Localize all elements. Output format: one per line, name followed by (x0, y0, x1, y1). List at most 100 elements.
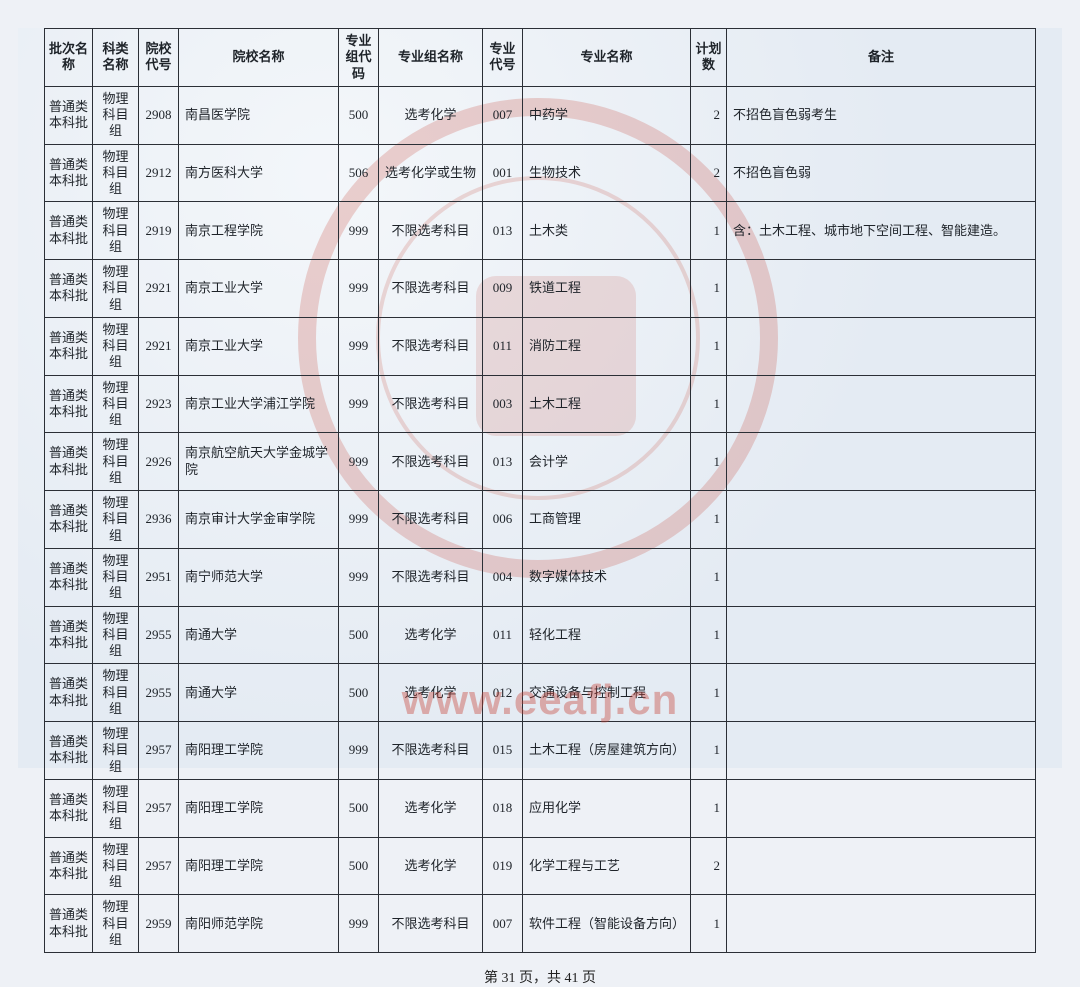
table-cell: 不限选考科目 (379, 202, 483, 260)
table-cell: 不限选考科目 (379, 548, 483, 606)
table-cell: 1 (691, 491, 727, 549)
table-cell: 1 (691, 260, 727, 318)
table-cell: 物理科目组 (93, 260, 139, 318)
table-row: 普通类本科批物理科目组2919南京工程学院999不限选考科目013土木类1含：土… (45, 202, 1036, 260)
table-cell: 不限选考科目 (379, 317, 483, 375)
col-groupname: 专业组名称 (379, 29, 483, 87)
table-cell: 2957 (139, 779, 179, 837)
table-cell: 铁道工程 (523, 260, 691, 318)
table-cell: 物理科目组 (93, 722, 139, 780)
table-cell: 物理科目组 (93, 202, 139, 260)
table-cell: 南通大学 (179, 664, 339, 722)
table-cell: 999 (339, 548, 379, 606)
table-cell: 2936 (139, 491, 179, 549)
table-cell (727, 664, 1036, 722)
table-cell: 选考化学 (379, 606, 483, 664)
table-cell: 普通类本科批 (45, 317, 93, 375)
table-cell: 南京工程学院 (179, 202, 339, 260)
table-cell: 500 (339, 664, 379, 722)
table-cell: 2921 (139, 317, 179, 375)
table-cell: 消防工程 (523, 317, 691, 375)
table-row: 普通类本科批物理科目组2955南通大学500选考化学011轻化工程1 (45, 606, 1036, 664)
table-cell: 不限选考科目 (379, 375, 483, 433)
table-row: 普通类本科批物理科目组2923南京工业大学浦江学院999不限选考科目003土木工… (45, 375, 1036, 433)
table-cell: 2908 (139, 86, 179, 144)
table-cell: 数字媒体技术 (523, 548, 691, 606)
table-cell: 轻化工程 (523, 606, 691, 664)
table-cell (727, 260, 1036, 318)
table-cell: 南阳理工学院 (179, 779, 339, 837)
table-cell: 普通类本科批 (45, 548, 93, 606)
table-cell: 2951 (139, 548, 179, 606)
table-cell: 选考化学 (379, 664, 483, 722)
table-cell: 物理科目组 (93, 144, 139, 202)
table-cell: 物理科目组 (93, 779, 139, 837)
table-cell: 普通类本科批 (45, 202, 93, 260)
table-cell: 普通类本科批 (45, 779, 93, 837)
table-cell: 物理科目组 (93, 895, 139, 953)
table-cell: 南昌医学院 (179, 86, 339, 144)
admissions-table: 批次名称 科类名称 院校代号 院校名称 专业组代码 专业组名称 专业代号 专业名… (44, 28, 1036, 953)
table-cell: 不限选考科目 (379, 895, 483, 953)
table-row: 普通类本科批物理科目组2955南通大学500选考化学012交通设备与控制工程1 (45, 664, 1036, 722)
table-cell: 南宁师范大学 (179, 548, 339, 606)
table-cell: 南京工业大学 (179, 317, 339, 375)
table-cell: 交通设备与控制工程 (523, 664, 691, 722)
table-cell: 999 (339, 433, 379, 491)
table-cell: 普通类本科批 (45, 144, 93, 202)
table-cell: 1 (691, 664, 727, 722)
table-cell: 999 (339, 895, 379, 953)
table-cell: 土木类 (523, 202, 691, 260)
table-cell: 001 (483, 144, 523, 202)
table-cell: 软件工程（智能设备方向） (523, 895, 691, 953)
table-cell: 物理科目组 (93, 837, 139, 895)
table-cell: 999 (339, 202, 379, 260)
table-cell: 2955 (139, 606, 179, 664)
table-cell: 普通类本科批 (45, 86, 93, 144)
table-cell: 普通类本科批 (45, 895, 93, 953)
table-cell: 南京工业大学浦江学院 (179, 375, 339, 433)
table-cell: 2923 (139, 375, 179, 433)
table-cell: 2955 (139, 664, 179, 722)
table-cell: 选考化学 (379, 86, 483, 144)
table-cell (727, 606, 1036, 664)
table-cell: 999 (339, 375, 379, 433)
table-cell: 999 (339, 317, 379, 375)
table-cell (727, 548, 1036, 606)
table-cell: 999 (339, 722, 379, 780)
table-cell: 选考化学 (379, 779, 483, 837)
table-cell (727, 433, 1036, 491)
table-row: 普通类本科批物理科目组2921南京工业大学999不限选考科目011消防工程1 (45, 317, 1036, 375)
table-cell: 1 (691, 548, 727, 606)
table-cell: 1 (691, 317, 727, 375)
table-cell: 500 (339, 779, 379, 837)
table-cell: 999 (339, 491, 379, 549)
table-row: 普通类本科批物理科目组2957南阳理工学院500选考化学018应用化学1 (45, 779, 1036, 837)
table-cell: 应用化学 (523, 779, 691, 837)
table-cell: 普通类本科批 (45, 433, 93, 491)
table-cell: 1 (691, 202, 727, 260)
table-cell: 南阳理工学院 (179, 837, 339, 895)
table-cell: 不招色盲色弱 (727, 144, 1036, 202)
table-cell: 1 (691, 779, 727, 837)
table-row: 普通类本科批物理科目组2957南阳理工学院999不限选考科目015土木工程（房屋… (45, 722, 1036, 780)
table-cell: 物理科目组 (93, 433, 139, 491)
table-cell: 物理科目组 (93, 491, 139, 549)
table-cell: 004 (483, 548, 523, 606)
table-cell (727, 491, 1036, 549)
table-cell (727, 722, 1036, 780)
table-cell: 2921 (139, 260, 179, 318)
table-row: 普通类本科批物理科目组2936南京审计大学金审学院999不限选考科目006工商管… (45, 491, 1036, 549)
table-cell: 2926 (139, 433, 179, 491)
table-cell: 不限选考科目 (379, 722, 483, 780)
table-cell: 2957 (139, 722, 179, 780)
table-cell: 工商管理 (523, 491, 691, 549)
table-cell: 1 (691, 722, 727, 780)
table-cell: 007 (483, 86, 523, 144)
table-cell: 011 (483, 317, 523, 375)
table-cell: 2 (691, 837, 727, 895)
table-cell: 2957 (139, 837, 179, 895)
table-cell (727, 895, 1036, 953)
table-cell: 生物技术 (523, 144, 691, 202)
table-cell: 含：土木工程、城市地下空间工程、智能建造。 (727, 202, 1036, 260)
